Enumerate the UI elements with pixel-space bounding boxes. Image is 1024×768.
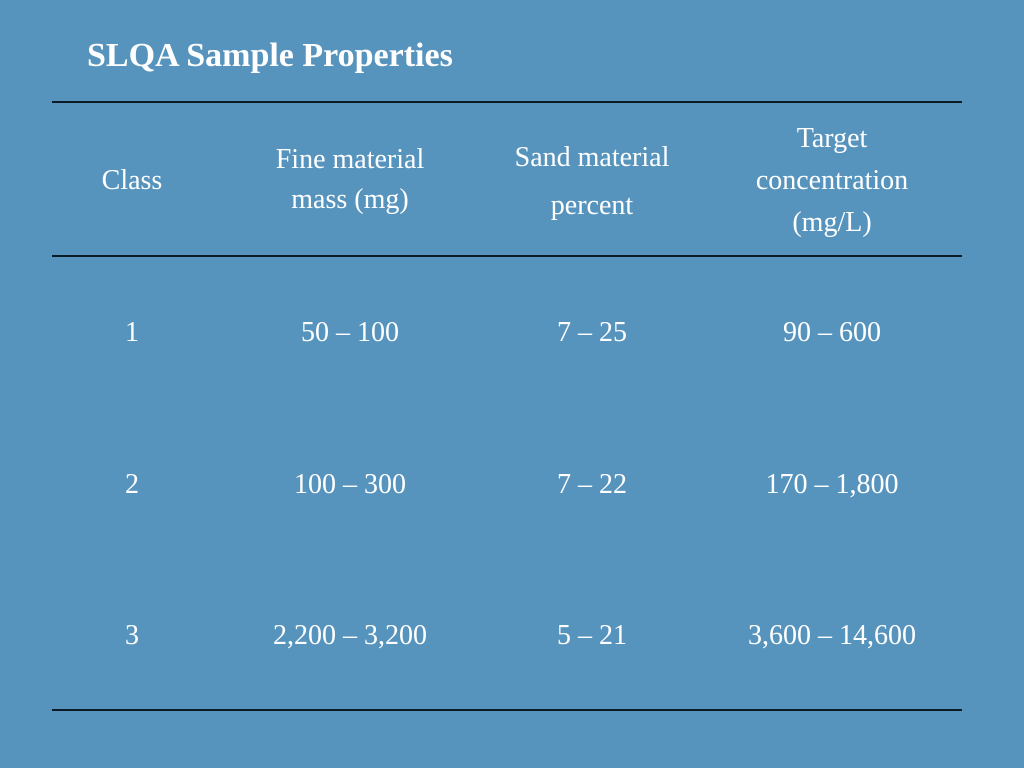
header-target-line-1: Target bbox=[796, 123, 868, 154]
table-bottom-rule bbox=[52, 709, 962, 711]
header-fine-material: Fine material mass (mg) bbox=[240, 140, 460, 220]
page-title: SLQA Sample Properties bbox=[87, 37, 453, 74]
row-1-fine-mass: 50 – 100 bbox=[301, 317, 399, 348]
header-target-line-3: (mg/L) bbox=[792, 207, 872, 238]
row-2-fine-mass: 100 – 300 bbox=[294, 469, 406, 500]
table-top-rule bbox=[52, 101, 962, 103]
row-1-sand-percent: 7 – 25 bbox=[557, 317, 627, 348]
table-header-rule bbox=[52, 255, 962, 257]
row-3-sand-percent: 5 – 21 bbox=[557, 620, 627, 651]
row-3-fine-mass: 2,200 – 3,200 bbox=[273, 620, 427, 651]
row-3-class: 3 bbox=[125, 620, 139, 651]
row-2-sand-percent: 7 – 22 bbox=[557, 469, 627, 500]
header-class: Class bbox=[52, 160, 212, 202]
row-1-target-concentration: 90 – 600 bbox=[783, 317, 881, 348]
header-fine-material-line-1: Fine material bbox=[275, 144, 425, 175]
header-fine-material-line-2: mass (mg) bbox=[291, 184, 409, 215]
header-target-concentration: Target concentration (mg/L) bbox=[712, 118, 952, 244]
header-sand-material-line-1: Sand material bbox=[514, 142, 670, 173]
header-target-line-2: concentration bbox=[755, 165, 909, 196]
header-sand-material-line-2: percent bbox=[550, 190, 634, 221]
row-3-target-concentration: 3,600 – 14,600 bbox=[748, 620, 916, 651]
row-1-class: 1 bbox=[125, 317, 139, 348]
header-sand-material: Sand material percent bbox=[482, 134, 702, 230]
header-class-line-1: Class bbox=[101, 165, 163, 196]
row-2-class: 2 bbox=[125, 469, 139, 500]
row-2-target-concentration: 170 – 1,800 bbox=[765, 469, 899, 500]
